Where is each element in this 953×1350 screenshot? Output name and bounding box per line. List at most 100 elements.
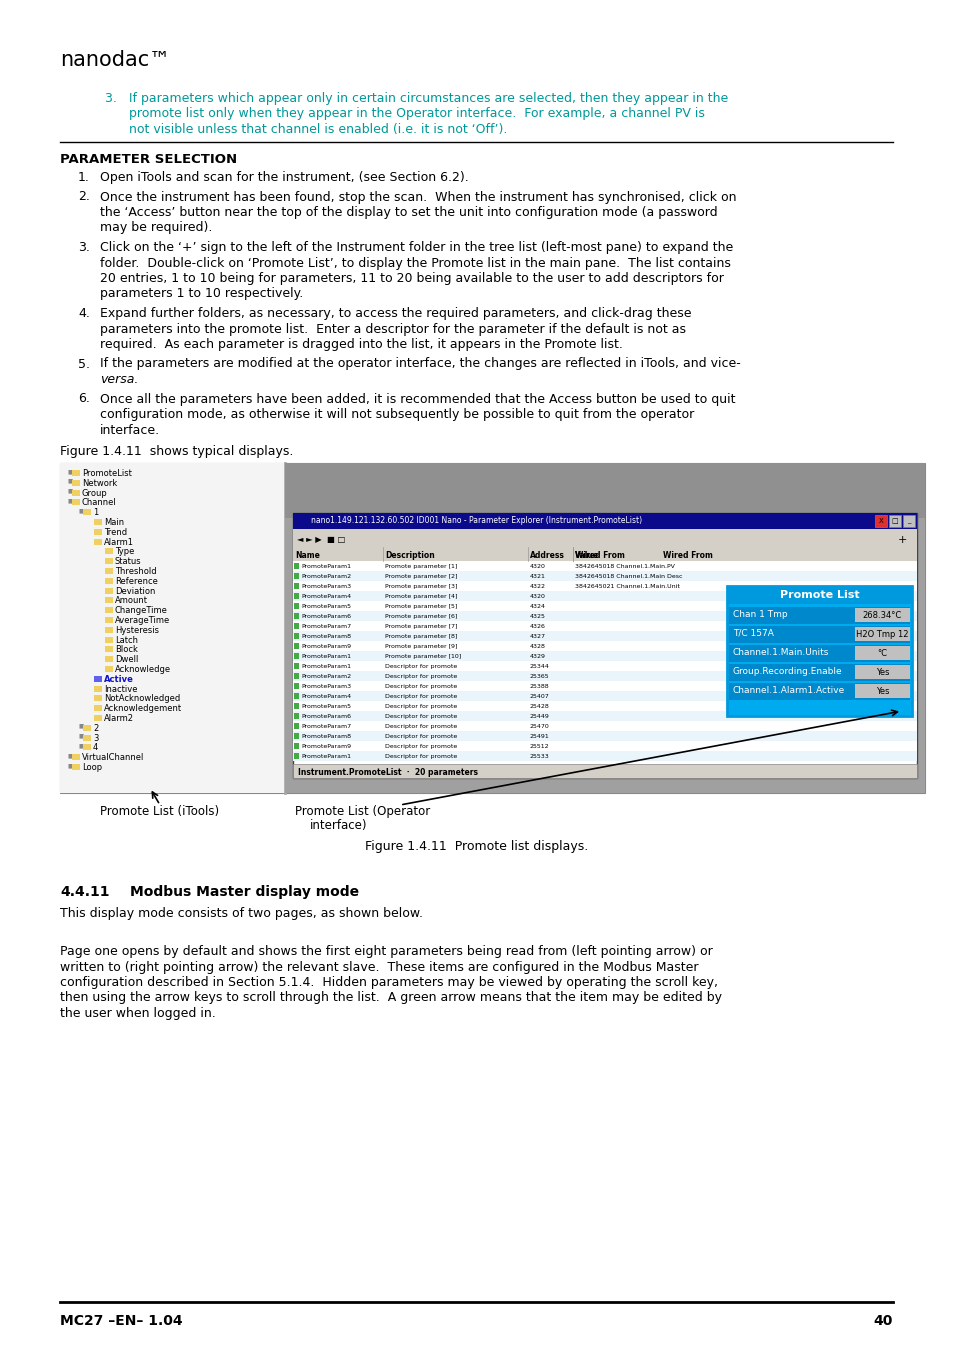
Text: 40: 40: [873, 1314, 892, 1328]
FancyBboxPatch shape: [294, 583, 298, 589]
Text: Figure 1.4.11  Promote list displays.: Figure 1.4.11 Promote list displays.: [365, 840, 588, 853]
FancyBboxPatch shape: [83, 725, 91, 730]
FancyBboxPatch shape: [294, 593, 298, 599]
FancyBboxPatch shape: [294, 753, 298, 759]
Text: Promote parameter [1]: Promote parameter [1]: [385, 564, 456, 568]
Text: PromoteParam3: PromoteParam3: [301, 585, 351, 589]
Text: Channel: Channel: [82, 498, 116, 508]
Text: Reference: Reference: [115, 576, 157, 586]
Text: 1: 1: [92, 508, 98, 517]
FancyBboxPatch shape: [293, 513, 916, 529]
Text: Promote List (iTools): Promote List (iTools): [100, 805, 219, 818]
FancyBboxPatch shape: [293, 529, 916, 547]
FancyBboxPatch shape: [293, 547, 916, 562]
Text: 4325: 4325: [530, 614, 545, 620]
FancyBboxPatch shape: [94, 529, 102, 535]
FancyBboxPatch shape: [294, 693, 298, 699]
Text: PromoteParam4: PromoteParam4: [301, 694, 351, 699]
FancyBboxPatch shape: [71, 755, 80, 760]
Text: Channel.1.Alarm1.Active: Channel.1.Alarm1.Active: [732, 686, 844, 695]
FancyBboxPatch shape: [294, 663, 298, 670]
Text: Acknowledge: Acknowledge: [115, 666, 171, 674]
Text: VirtualChannel: VirtualChannel: [82, 753, 144, 763]
FancyBboxPatch shape: [105, 626, 112, 633]
FancyBboxPatch shape: [105, 578, 112, 583]
FancyBboxPatch shape: [728, 626, 909, 643]
FancyBboxPatch shape: [294, 743, 298, 749]
FancyBboxPatch shape: [293, 721, 916, 730]
FancyBboxPatch shape: [294, 643, 298, 649]
Text: Promote parameter [6]: Promote parameter [6]: [385, 614, 456, 620]
FancyBboxPatch shape: [105, 558, 112, 564]
Text: 3842645018 Channel.1.Main Desc: 3842645018 Channel.1.Main Desc: [575, 574, 681, 579]
Text: Promote parameter [5]: Promote parameter [5]: [385, 603, 456, 609]
FancyBboxPatch shape: [294, 653, 298, 659]
Text: Once all the parameters have been added, it is recommended that the Access butto: Once all the parameters have been added,…: [100, 393, 735, 405]
FancyBboxPatch shape: [294, 572, 298, 579]
FancyBboxPatch shape: [293, 580, 916, 591]
Text: 3.   If parameters which appear only in certain circumstances are selected, then: 3. If parameters which appear only in ce…: [105, 92, 727, 105]
FancyBboxPatch shape: [94, 695, 102, 702]
FancyBboxPatch shape: [83, 734, 91, 741]
FancyBboxPatch shape: [728, 645, 909, 662]
Text: 25512: 25512: [530, 744, 549, 749]
Text: required.  As each parameter is dragged into the list, it appears in the Promote: required. As each parameter is dragged i…: [100, 338, 622, 351]
Text: 268.34°C: 268.34°C: [862, 612, 902, 620]
Text: Open iTools and scan for the instrument, (see Section 6.2).: Open iTools and scan for the instrument,…: [100, 171, 468, 184]
Text: Promote parameter [10]: Promote parameter [10]: [385, 653, 460, 659]
FancyBboxPatch shape: [105, 656, 112, 663]
FancyBboxPatch shape: [105, 666, 112, 672]
FancyBboxPatch shape: [71, 500, 80, 505]
FancyBboxPatch shape: [105, 617, 112, 622]
FancyBboxPatch shape: [293, 701, 916, 711]
FancyBboxPatch shape: [94, 539, 102, 544]
Text: PromoteParam2: PromoteParam2: [301, 674, 351, 679]
Text: interface): interface): [310, 819, 367, 832]
Text: PARAMETER SELECTION: PARAMETER SELECTION: [60, 153, 237, 166]
Text: Promote parameter [3]: Promote parameter [3]: [385, 585, 457, 589]
FancyBboxPatch shape: [60, 463, 924, 792]
FancyBboxPatch shape: [294, 674, 298, 679]
FancyBboxPatch shape: [294, 683, 298, 688]
FancyBboxPatch shape: [293, 591, 916, 601]
Text: Chan 1 Tmp: Chan 1 Tmp: [732, 610, 787, 620]
Text: NotAcknowledged: NotAcknowledged: [104, 694, 180, 703]
Text: Block: Block: [115, 645, 138, 655]
FancyBboxPatch shape: [293, 612, 916, 621]
Text: Wired From: Wired From: [575, 551, 624, 560]
Text: 3842645018 Channel.1.Main.PV: 3842645018 Channel.1.Main.PV: [575, 564, 674, 568]
Text: 25344: 25344: [530, 664, 549, 670]
Text: ■: ■: [79, 724, 84, 729]
Text: Figure 1.4.11  shows typical displays.: Figure 1.4.11 shows typical displays.: [60, 446, 294, 458]
FancyBboxPatch shape: [293, 601, 916, 612]
FancyBboxPatch shape: [854, 608, 909, 622]
Text: Descriptor for promote: Descriptor for promote: [385, 744, 456, 749]
Text: not visible unless that channel is enabled (i.e. it is not ‘Off’).: not visible unless that channel is enabl…: [105, 123, 507, 136]
Text: 25407: 25407: [530, 694, 549, 699]
Text: Channel.1.Main.Units: Channel.1.Main.Units: [732, 648, 828, 657]
Text: _: _: [906, 518, 910, 524]
Text: X: X: [878, 518, 882, 524]
Text: the user when logged in.: the user when logged in.: [60, 1007, 215, 1021]
FancyBboxPatch shape: [874, 514, 886, 526]
Text: PromoteParam9: PromoteParam9: [301, 744, 351, 749]
Text: 2: 2: [92, 724, 98, 733]
Text: 4.4.11: 4.4.11: [60, 886, 110, 899]
Text: Inactive: Inactive: [104, 684, 137, 694]
Text: Promote List (Operator: Promote List (Operator: [294, 805, 430, 818]
Text: 4329: 4329: [530, 653, 545, 659]
Text: Loop: Loop: [82, 763, 102, 772]
Text: Wired From: Wired From: [662, 551, 712, 560]
FancyBboxPatch shape: [293, 641, 916, 651]
Text: Descriptor for promote: Descriptor for promote: [385, 734, 456, 738]
FancyBboxPatch shape: [293, 751, 916, 761]
Text: Dwell: Dwell: [115, 655, 138, 664]
Text: 25449: 25449: [530, 714, 549, 720]
Text: 4.: 4.: [78, 306, 90, 320]
Text: 5.: 5.: [78, 358, 90, 370]
Text: 4328: 4328: [530, 644, 545, 649]
Text: Latch: Latch: [115, 636, 138, 644]
Text: Acknowledgement: Acknowledgement: [104, 705, 182, 713]
FancyBboxPatch shape: [293, 571, 916, 580]
FancyBboxPatch shape: [60, 463, 285, 792]
